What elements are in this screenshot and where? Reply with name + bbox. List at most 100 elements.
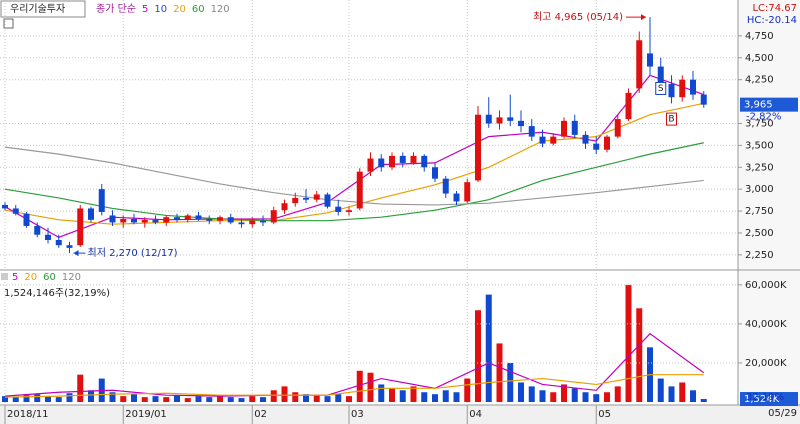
candle-body [55,239,62,246]
settings-icon[interactable] [3,18,14,29]
date-label: 04 [469,409,482,420]
candle-body [647,53,653,67]
legend-item: 5 [12,272,18,283]
volume-bar [636,308,643,402]
candle-body [432,167,438,179]
volume-bar [77,374,84,402]
candle-body [636,40,643,89]
volume-bar [690,390,696,402]
candle-body [303,197,309,200]
last-date: 05/29 [768,408,797,419]
volume-bar [206,397,213,402]
date-axis-area [0,405,800,424]
candle-body [163,217,170,223]
volume-bar [2,396,8,402]
volume-bar [131,394,137,402]
candle-body [2,204,8,209]
candle-body [281,203,288,211]
volume-bar [582,392,589,402]
stock-name: 우리기술투자 [10,3,65,15]
candle-body [453,193,460,202]
volume-bar [507,362,514,402]
candle-body [625,92,632,120]
y-tick-label: 2,500 [745,228,774,239]
volume-bar [367,372,374,402]
legend-item: 60 [43,272,56,283]
candle-body [582,134,589,144]
volume-bar [442,390,449,402]
volume-bar [625,284,632,402]
y-tick-label: 40,000K [745,319,787,330]
volume-info: 1,524,146주(32,19%) [4,288,110,299]
date-label: 03 [351,409,364,420]
y-tick-label: 60,000K [745,280,787,291]
candle-body [657,66,664,85]
low-note: 최저 2,270 (12/17) [88,247,178,259]
moving-average [4,142,704,222]
volume-bar [66,393,73,402]
y-tick-label: 4,250 [745,75,774,86]
volume-bar [270,390,277,402]
current-value-label: 3,965 [744,100,773,111]
candle-body [593,143,600,150]
candle-body [66,245,73,248]
candle-body [249,220,256,225]
candle-body [260,220,266,223]
candle-body [571,120,578,135]
change-label: -2.82% [746,112,781,123]
title-box[interactable] [0,0,86,18]
candle-body [270,210,277,223]
volume-bar [604,392,610,402]
y-tick-label: 20,000K [745,358,787,369]
volume-bar [174,395,180,402]
candle-body [88,208,94,220]
signal-label: B [668,115,674,125]
hc-label: HC:-20.14 [747,15,797,26]
high-note: 최고 4,965 (05/14) [533,11,623,23]
legend-item: 120 [62,272,81,283]
volume-bar [141,397,148,402]
volume-bar [109,392,116,402]
volume-bar [593,394,600,402]
candle-body [378,158,385,168]
volume-bar [539,390,546,402]
y-tick-label: 3,000 [745,184,774,195]
candle-body [335,206,342,212]
volume-bar [399,390,406,402]
volume-bar [378,384,385,402]
legend-item: 10 [154,4,167,15]
date-label: 05 [598,409,611,420]
candle-body [518,120,524,127]
legend-title: 종가 단순 [96,3,136,15]
volume-bar [163,397,170,402]
y-tick-label: 3,500 [745,140,774,151]
candle-body [442,178,449,194]
volume-bar [518,382,524,402]
candle-body [679,79,686,98]
candle-body [485,114,492,124]
volume-bar [34,394,41,402]
date-label: 2019/01 [125,409,167,420]
candle-body [120,218,127,223]
volume-bar [657,378,664,402]
volume-bar [421,392,428,402]
candle-body [614,119,621,137]
volume-bar [303,394,309,402]
candle-body [367,158,374,172]
candle-body [217,217,223,221]
candle-body [238,222,245,225]
candle-body [152,219,159,223]
volume-bar [679,382,686,402]
y-tick-label: 4,750 [745,31,774,42]
legend-item: 120 [211,4,230,15]
volume-bar [260,397,266,402]
volume-bar [410,386,417,402]
volume-bar [249,396,256,402]
candle-body [45,234,51,240]
candle-body [141,219,148,223]
candle-body [131,218,137,223]
volume-bar [55,397,62,402]
candle-body [313,194,320,200]
candle-body [604,136,610,150]
